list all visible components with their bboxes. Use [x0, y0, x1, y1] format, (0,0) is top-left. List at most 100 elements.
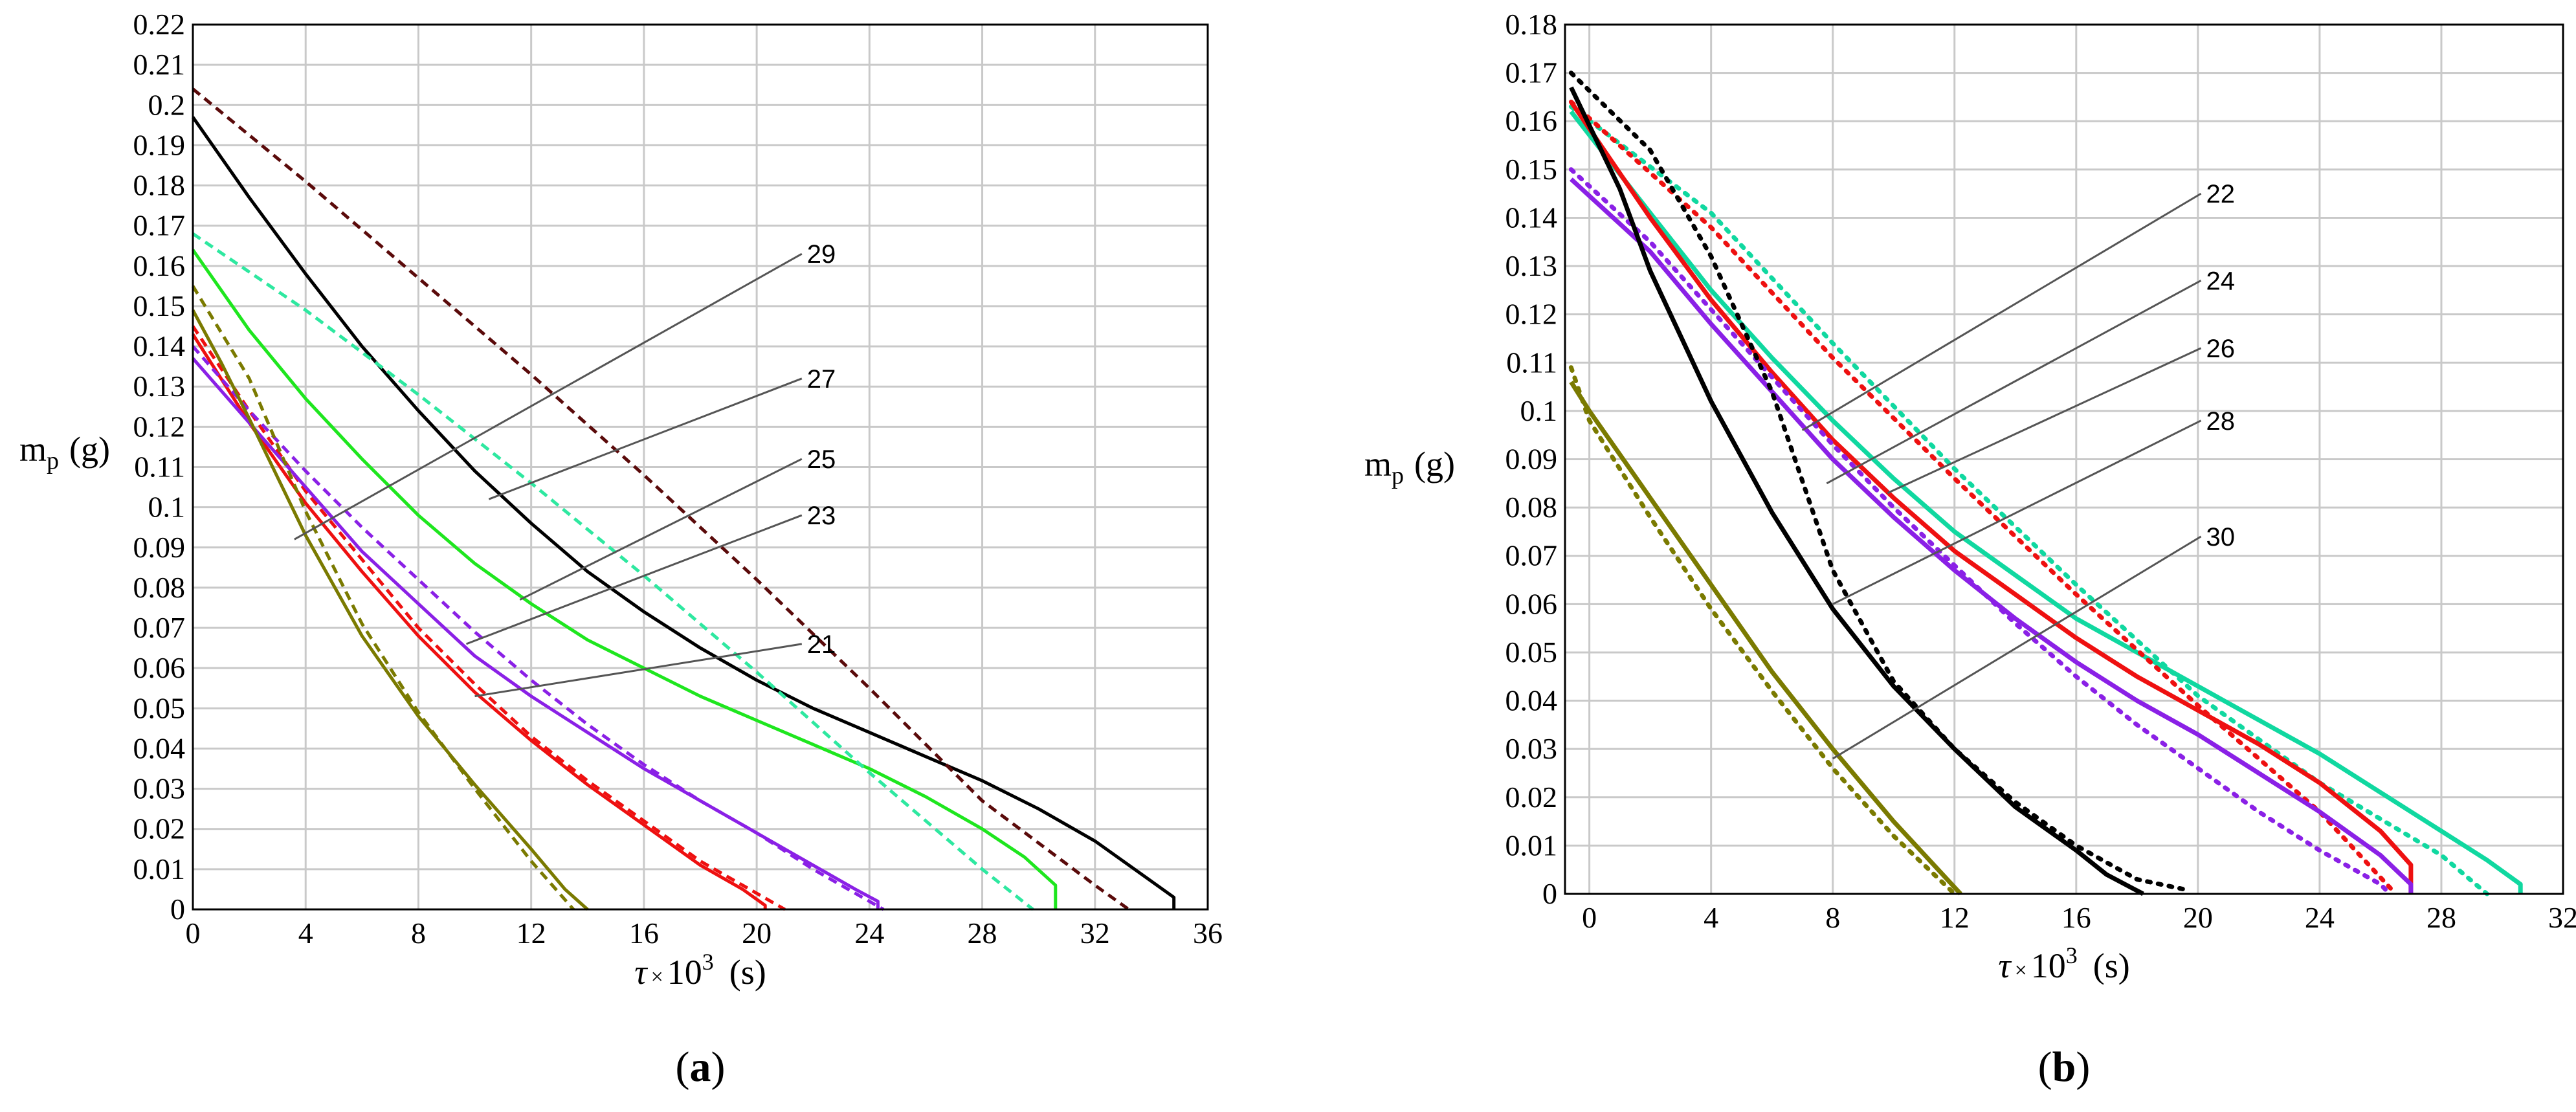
annotation-label: 25: [807, 445, 836, 474]
panel-label: (a): [676, 1043, 726, 1091]
x-tick-label: 4: [298, 917, 313, 950]
series-line-purple-solid: [192, 357, 880, 909]
x-tick-label: 24: [854, 917, 884, 950]
series-line-black-dashed: [1568, 71, 2185, 891]
annotation-leader: [294, 252, 803, 540]
x-tick-label: 4: [1704, 901, 1718, 934]
y-label-main: m: [19, 430, 47, 469]
y-tick-label: 0.03: [133, 772, 186, 805]
x-tick-label: 0: [1582, 901, 1597, 934]
annotation-label: 26: [2206, 335, 2236, 363]
y-tick-label: 0.06: [133, 651, 186, 684]
y-label-sub: p: [47, 447, 59, 474]
panel-letter: b: [2052, 1043, 2076, 1091]
x-label-base: 10: [2031, 946, 2066, 985]
series-group: [191, 87, 1176, 911]
series-line-black-solid: [191, 116, 1176, 909]
x-axis-label: τ × 103 (s): [1998, 942, 2130, 985]
plot-frame: [192, 23, 1209, 911]
tick-labels: 00.010.020.030.040.050.060.070.080.090.1…: [1505, 8, 2576, 934]
x-label-exp: 3: [702, 949, 714, 975]
series-line-olive-solid: [1569, 381, 1962, 896]
series-line-red-dashed: [1568, 99, 2398, 896]
y-tick-label: 0.06: [1505, 587, 1558, 620]
annotation-leader: [474, 643, 803, 698]
x-label-mult: ×: [651, 965, 663, 989]
y-tick-label: 0.18: [133, 169, 186, 202]
x-axis-label: τ × 103 (s): [634, 949, 766, 992]
series-line-olive-dashed: [1568, 365, 1957, 896]
panel-paren-close: ): [2076, 1043, 2090, 1091]
x-tick-label: 12: [516, 917, 546, 950]
y-label-unit: (g): [1414, 445, 1455, 484]
panel-paren-close: ): [711, 1043, 726, 1091]
series-line-purple-dashed: [192, 345, 885, 911]
y-tick-label: 0.03: [1505, 732, 1558, 765]
x-label-symbol: τ: [634, 953, 648, 992]
x-tick-label: 0: [186, 917, 201, 950]
chart-panel-b: 222426283000.010.020.030.040.050.060.070…: [1364, 8, 2576, 1091]
y-tick-label: 0.19: [133, 128, 186, 161]
y-label-unit: (g): [69, 430, 110, 469]
y-tick-label: 0: [1542, 877, 1557, 910]
series-line-green-solid: [191, 249, 1058, 909]
annotation-label: 24: [2206, 267, 2236, 295]
grid: [192, 23, 1209, 911]
annotation-leader: [1832, 419, 2202, 605]
y-tick-label: 0.02: [133, 812, 186, 845]
y-tick-label: 0.22: [133, 8, 186, 41]
plot-frame: [1564, 23, 2564, 895]
grid: [1565, 23, 2564, 895]
panel-paren-open: (: [2038, 1043, 2052, 1091]
y-label-sub: p: [1392, 462, 1404, 489]
x-label-symbol: τ: [1998, 946, 2012, 985]
y-tick-label: 0.04: [133, 731, 186, 764]
y-tick-label: 0.11: [134, 450, 185, 484]
annotation-leader: [1887, 347, 2202, 495]
series-line-purple-solid: [1570, 177, 2414, 894]
y-tick-label: 0.16: [133, 249, 186, 282]
annotation-label: 22: [2206, 180, 2236, 208]
annotation-leader: [1801, 192, 2202, 432]
annotations: 29 27 25 23 21: [294, 240, 836, 698]
y-tick-label: 0.04: [1505, 684, 1558, 717]
tick-labels: 00.010.020.030.040.050.060.070.080.090.1…: [133, 8, 1223, 950]
x-tick-label: 28: [968, 917, 997, 950]
y-tick-label: 0.13: [1505, 249, 1558, 282]
chart-panel-a: 292725232100.010.020.030.040.050.060.070…: [19, 8, 1223, 1091]
series-line-red-solid: [1569, 100, 2414, 894]
series-line-purple-dashed: [1568, 167, 2392, 896]
series-line-red-dashed: [191, 325, 786, 911]
annotation-leader: [519, 458, 803, 601]
panel-paren-open: (: [676, 1043, 690, 1091]
series-line-ltgreen-dashed: [192, 232, 1034, 911]
y-axis-label: mp (g): [1364, 445, 1455, 489]
x-tick-label: 28: [2426, 901, 2456, 934]
y-tick-label: 0.12: [1505, 298, 1558, 331]
series-line-olive-solid: [191, 309, 589, 911]
annotation-label: 30: [2206, 523, 2236, 551]
y-tick-label: 0.01: [1505, 828, 1558, 862]
annotation-leader: [488, 377, 803, 500]
x-label-exp: 3: [2066, 942, 2078, 968]
y-tick-label: 0.08: [133, 571, 186, 604]
x-tick-label: 12: [1940, 901, 1970, 934]
x-tick-label: 16: [629, 917, 659, 950]
x-label-mult: ×: [2015, 959, 2027, 983]
y-tick-label: 0.11: [1506, 346, 1557, 379]
x-tick-label: 36: [1193, 917, 1223, 950]
y-tick-label: 0.08: [1505, 491, 1558, 524]
x-tick-label: 8: [411, 917, 426, 950]
y-axis-label: mp (g): [19, 430, 110, 474]
y-tick-label: 0.02: [1505, 781, 1558, 814]
x-tick-label: 24: [2305, 901, 2335, 934]
y-label-main: m: [1364, 445, 1392, 484]
x-tick-label: 8: [1825, 901, 1840, 934]
series-group: [1568, 71, 2523, 896]
y-tick-label: 0.05: [133, 691, 186, 724]
y-tick-label: 0.15: [1505, 153, 1558, 186]
x-tick-label: 20: [2183, 901, 2213, 934]
annotation-label: 28: [2206, 407, 2236, 436]
series-line-teal-dashed: [1568, 104, 2489, 896]
